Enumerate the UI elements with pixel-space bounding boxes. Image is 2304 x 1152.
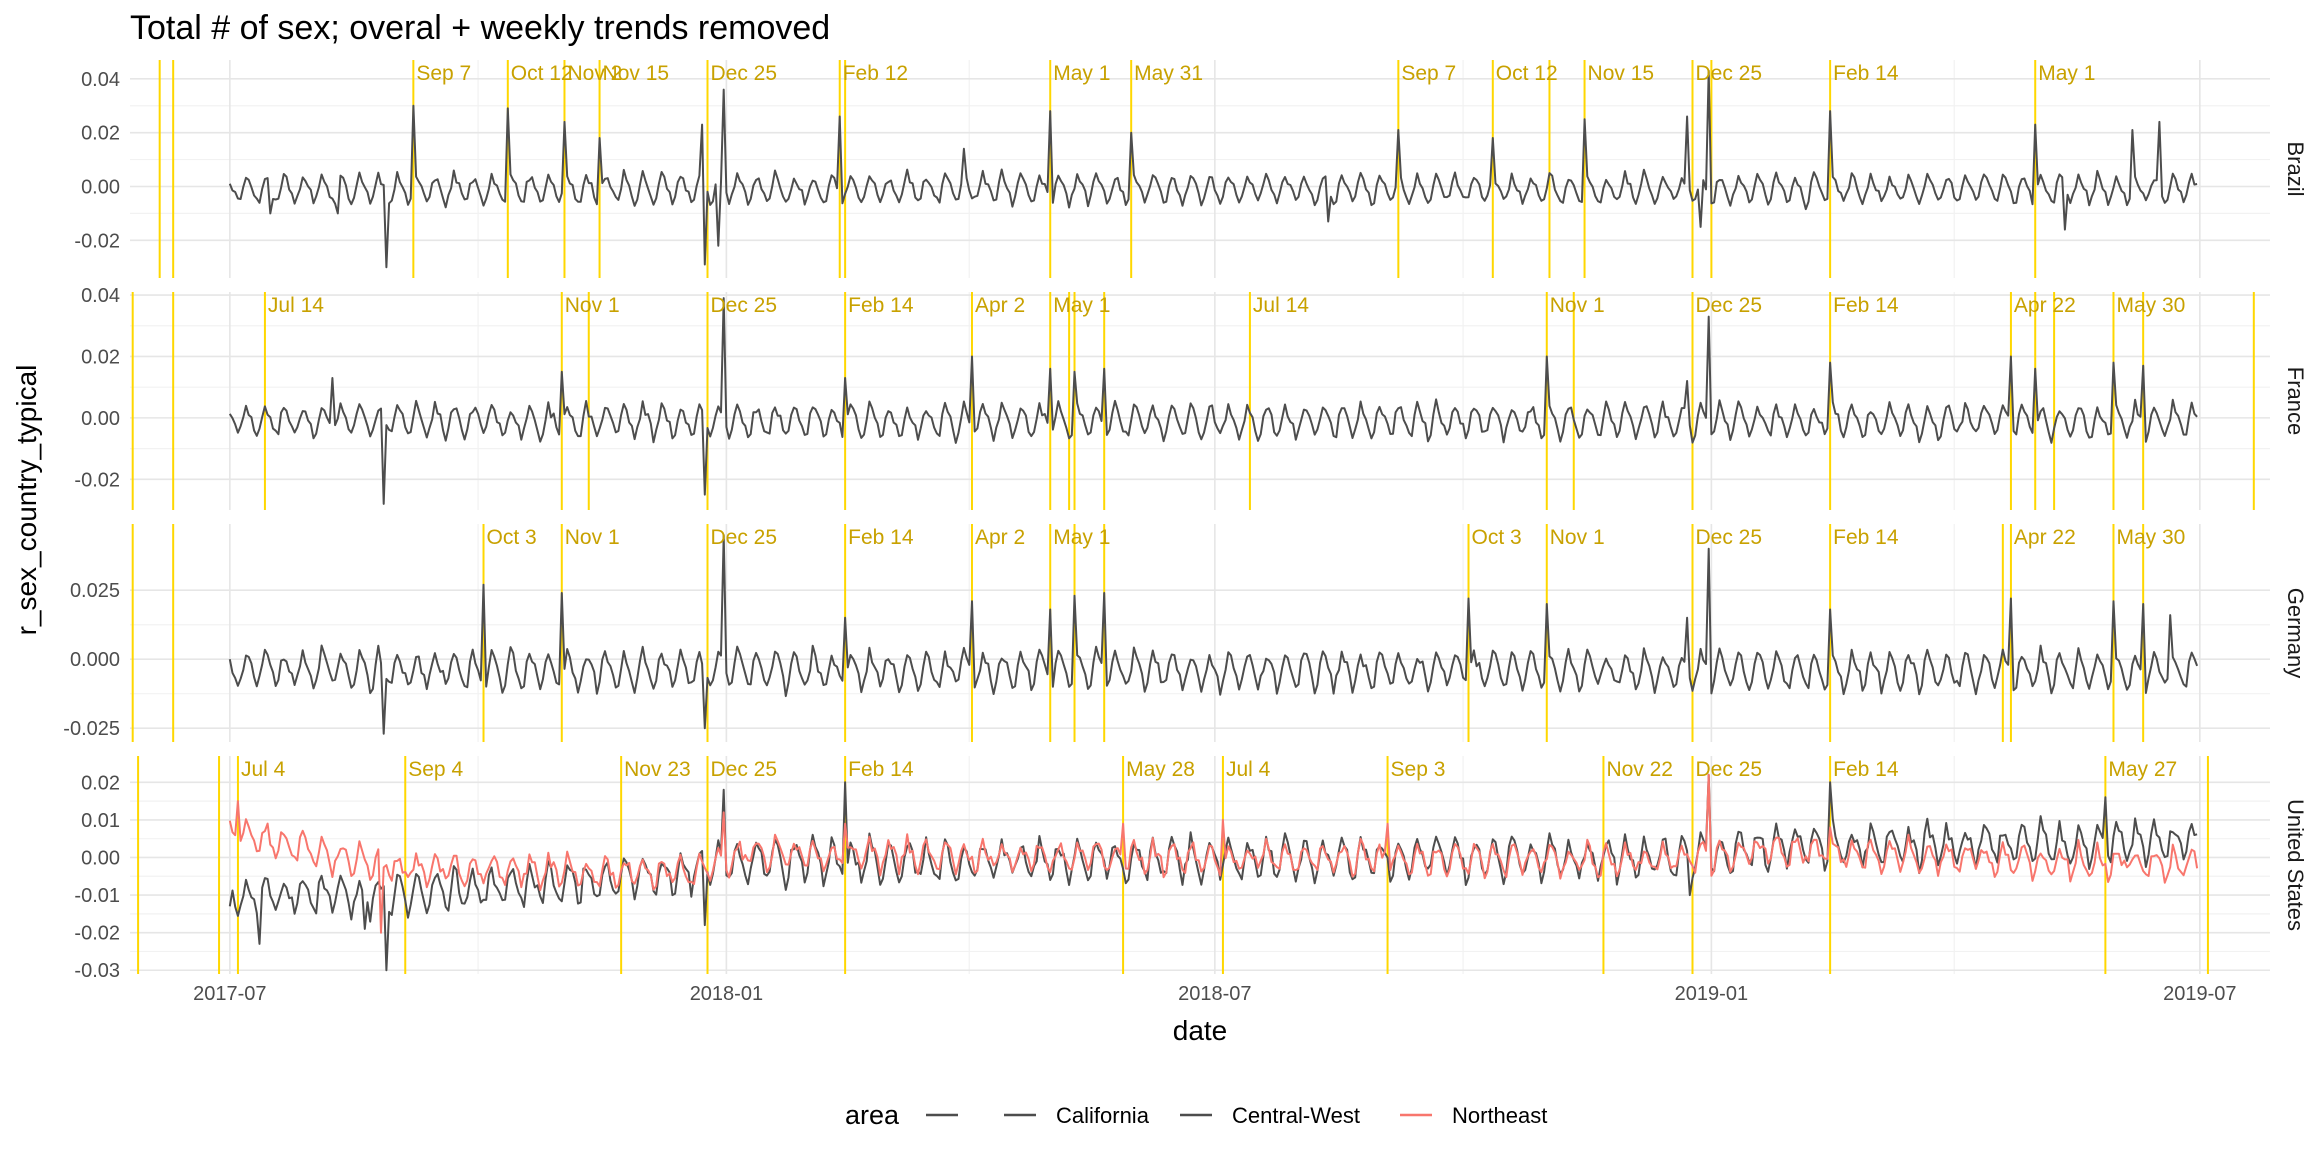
event-label: May 1 bbox=[2038, 62, 2095, 85]
x-axis-title: date bbox=[1173, 1015, 1228, 1046]
panel-united-states: 0.02 0.01 0.00 -0.01 -0.02 -0.03 Jul 4 Sep 4 Nov… bbox=[74, 756, 2304, 982]
panel-france: 0.04 0.02 0.00 -0.02 Jul 14 Nov 1 Dec 25 Feb 14… bbox=[74, 285, 2304, 510]
facet-strip-label: Brazil bbox=[2283, 141, 2304, 196]
event-label: Apr 22 bbox=[2014, 526, 2076, 549]
y-tick-label: 0.025 bbox=[70, 580, 120, 602]
event-label: Nov 1 bbox=[565, 294, 620, 317]
panel-germany: 0.025 0.000 -0.025 Oct 3 Nov 1 Dec 25 Feb 14 Ap… bbox=[63, 524, 2304, 742]
event-label: Nov 1 bbox=[1550, 294, 1605, 317]
event-label: May 1 bbox=[1053, 294, 1110, 317]
event-label: May 30 bbox=[2116, 294, 2185, 317]
x-tick-label: 2019-01 bbox=[1675, 983, 1748, 1005]
chart-title: Total # of sex; overal + weekly trends r… bbox=[130, 9, 830, 47]
event-label: Nov 22 bbox=[1606, 758, 1673, 781]
facet-strip-label: Germany bbox=[2283, 588, 2304, 678]
y-tick-label: 0.00 bbox=[81, 408, 120, 430]
event-label: May 31 bbox=[1134, 62, 1203, 85]
y-tick-label: 0.02 bbox=[81, 346, 120, 368]
y-axis-title: r_sex_country_typical bbox=[11, 365, 42, 636]
series-line bbox=[228, 534, 2199, 735]
event-label: Dec 25 bbox=[711, 758, 778, 781]
event-label: Apr 22 bbox=[2014, 294, 2076, 317]
event-label: Feb 12 bbox=[843, 62, 908, 85]
event-label: Oct 12 bbox=[511, 62, 573, 85]
event-label: Feb 14 bbox=[1833, 62, 1899, 85]
y-tick-label: 0.00 bbox=[81, 176, 120, 198]
event-label: Nov 23 bbox=[624, 758, 691, 781]
event-label: May 1 bbox=[1053, 62, 1110, 85]
y-tick-label: -0.01 bbox=[74, 885, 120, 907]
event-label: Jul 4 bbox=[1226, 758, 1271, 781]
y-tick-label: -0.03 bbox=[74, 960, 120, 982]
legend-label: Central-West bbox=[1232, 1103, 1360, 1128]
x-tick-label: 2017-07 bbox=[193, 983, 266, 1005]
event-label: Jul 14 bbox=[1253, 294, 1309, 317]
series-line-northeast bbox=[228, 773, 2199, 934]
series-line-california bbox=[228, 773, 2198, 972]
event-label: Nov 15 bbox=[603, 62, 670, 85]
y-tick-label: 0.000 bbox=[70, 649, 120, 671]
y-tick-label: -0.02 bbox=[74, 469, 120, 491]
x-axis: 2017-07 2018-01 2018-07 2019-01 2019-07 bbox=[193, 983, 2236, 1005]
event-label: Oct 3 bbox=[487, 526, 537, 549]
event-label: Dec 25 bbox=[1695, 526, 1762, 549]
event-label: Feb 14 bbox=[1833, 758, 1899, 781]
y-tick-label: 0.04 bbox=[81, 285, 120, 307]
event-label: Sep 7 bbox=[1401, 62, 1456, 85]
x-tick-label: 2018-01 bbox=[690, 983, 763, 1005]
event-label: Apr 2 bbox=[975, 294, 1025, 317]
legend: area California Central-West Northeast bbox=[845, 1100, 1547, 1130]
legend-label: Northeast bbox=[1452, 1103, 1547, 1128]
y-tick-label: 0.00 bbox=[81, 847, 120, 869]
legend-title: area bbox=[845, 1100, 900, 1130]
y-tick-label: 0.02 bbox=[81, 772, 120, 794]
event-label: Dec 25 bbox=[1695, 62, 1762, 85]
event-label: Dec 25 bbox=[711, 62, 778, 85]
event-label: Feb 14 bbox=[1833, 526, 1899, 549]
event-label: Jul 14 bbox=[268, 294, 324, 317]
event-label: May 30 bbox=[2116, 526, 2185, 549]
event-label: Feb 14 bbox=[848, 526, 914, 549]
event-label: Sep 3 bbox=[1391, 758, 1446, 781]
event-label: Feb 14 bbox=[848, 294, 914, 317]
x-tick-label: 2018-07 bbox=[1178, 983, 1251, 1005]
event-label: Jul 4 bbox=[241, 758, 286, 781]
y-tick-label: -0.025 bbox=[63, 718, 120, 740]
legend-label: California bbox=[1056, 1103, 1150, 1128]
event-label: Oct 3 bbox=[1472, 526, 1522, 549]
event-label: Dec 25 bbox=[711, 526, 778, 549]
event-label: Nov 2 bbox=[567, 62, 622, 85]
y-tick-label: 0.04 bbox=[81, 69, 120, 91]
event-label: May 27 bbox=[2108, 758, 2177, 781]
event-label: Nov 1 bbox=[1550, 526, 1605, 549]
event-label: Feb 14 bbox=[1833, 294, 1899, 317]
event-label: Dec 25 bbox=[1695, 758, 1762, 781]
series-line-central-west bbox=[228, 69, 2198, 269]
event-label: Nov 15 bbox=[1588, 62, 1655, 85]
series-line bbox=[228, 297, 2198, 505]
y-tick-label: -0.02 bbox=[74, 923, 120, 945]
y-tick-label: 0.02 bbox=[81, 123, 120, 145]
facet-strip-label: United States bbox=[2283, 799, 2304, 931]
event-label: May 1 bbox=[1053, 526, 1110, 549]
event-label: Oct 12 bbox=[1496, 62, 1558, 85]
x-tick-label: 2019-07 bbox=[2163, 983, 2236, 1005]
event-label: Feb 14 bbox=[848, 758, 914, 781]
facet-strip-label: France bbox=[2283, 367, 2304, 435]
y-tick-label: -0.02 bbox=[74, 230, 120, 252]
event-label: Sep 4 bbox=[408, 758, 463, 781]
event-label: Dec 25 bbox=[711, 294, 778, 317]
event-label: May 28 bbox=[1126, 758, 1195, 781]
event-label: Dec 25 bbox=[1695, 294, 1762, 317]
event-label: Apr 2 bbox=[975, 526, 1025, 549]
event-label: Sep 7 bbox=[416, 62, 471, 85]
event-label: Nov 1 bbox=[565, 526, 620, 549]
y-tick-label: 0.01 bbox=[81, 810, 120, 832]
